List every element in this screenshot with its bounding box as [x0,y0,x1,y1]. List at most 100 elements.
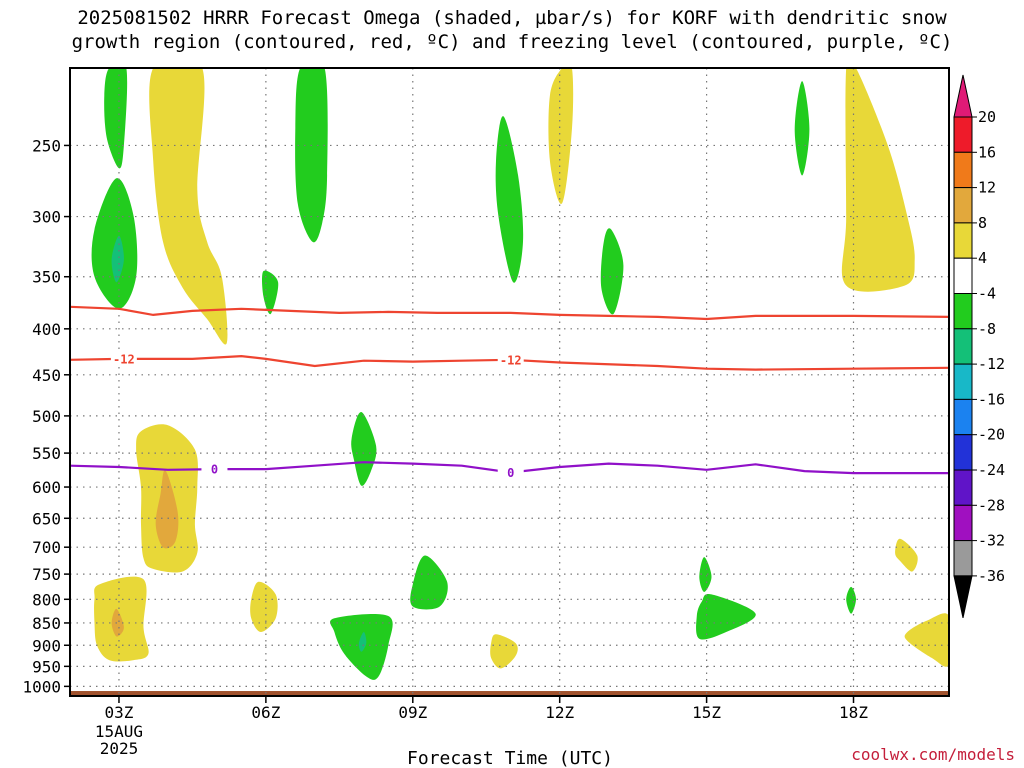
y-tick-label-500: 500 [32,407,61,426]
y-tick-label-450: 450 [32,366,61,385]
y-tick-label-350: 350 [32,268,61,287]
colorbar-swatch-3 [953,222,973,259]
x-tick-label-06Z: 06Z [251,703,280,722]
y-tick-label-600: 600 [32,478,61,497]
y-tick-label-400: 400 [32,320,61,339]
x-axis-label: Forecast Time (UTC) [407,748,613,768]
y-tick-label-800: 800 [32,590,61,609]
omega-region-7 [895,538,918,572]
colorbar-label-4: 4 [978,249,987,267]
colorbar-label-10: -24 [978,461,1005,479]
colorbar-label-1: 16 [978,143,996,161]
colorbar-swatch-6 [953,328,973,365]
y-tick-label-700: 700 [32,538,61,557]
chart-title: 2025081502 HRRR Forecast Omega (shaded, … [0,6,1024,54]
omega-region-15 [351,411,377,486]
omega-region-24 [111,235,124,283]
colorbar-label-7: -12 [978,355,1005,373]
omega-region-20 [699,557,712,592]
omega-region-1 [548,68,574,204]
y-tick-label-550: 550 [32,444,61,463]
y-tick-label-1000: 1000 [22,677,61,696]
colorbar: 20 16 12 8 4 -4 -8 -12 -16 -20 -24 -28 -32 -36 [953,74,1005,619]
omega-region-18 [495,116,524,283]
colorbar-swatch-7 [953,363,973,400]
y-tick-label-300: 300 [32,208,61,227]
colorbar-top-arrow [953,74,973,118]
colorbar-label-8: -16 [978,390,1005,408]
title-line-2: growth region (contoured, red, ºC) and f… [71,31,953,53]
colorbar-label-9: -20 [978,426,1005,444]
colorbar-swatch-10 [953,469,973,506]
x-tick-sublabel-1: 2025 [100,739,139,758]
omega-region-11 [104,68,128,169]
colorbar-swatch-9 [953,434,973,471]
contour-label-bg--12-1 [497,352,524,367]
contour-label-0-0: 0 [211,463,218,477]
y-tick-label-950: 950 [32,657,61,676]
ground-bar [70,691,949,696]
colorbar-swatch-2 [953,187,973,224]
omega-region-25 [358,632,367,652]
y-tick-label-650: 650 [32,509,61,528]
colorbar-label-6: -8 [978,320,996,338]
omega-region-2 [841,68,915,292]
contour--12 [70,354,949,371]
omega-region-10 [111,608,124,637]
colorbar-label-13: -36 [978,567,1005,585]
shaded-regions [91,68,949,680]
colorbar-swatch-8 [953,398,973,436]
contour-label--12-1: -12 [500,353,522,367]
colorbar-bottom-arrow [953,575,973,619]
colorbar-label-5: -4 [978,285,996,303]
x-tick-sublabel-0: 15AUG [95,722,143,741]
x-tick-label-12Z: 12Z [545,703,574,722]
colorbar-swatch-5 [953,293,973,330]
omega-region-12 [91,178,138,309]
contour-label-0-1: 0 [507,466,514,480]
contour-label-bg-0-0 [201,462,228,477]
y-tick-label-250: 250 [32,136,61,155]
colorbar-label-3: 8 [978,214,987,232]
colorbar-label-11: -28 [978,496,1005,514]
x-tick-label-15Z: 15Z [692,703,721,722]
credit-text: coolwx.com/models [851,745,1015,764]
y-tick-label-850: 850 [32,614,61,633]
x-tick-label-03Z: 03Z [105,703,134,722]
plot-frame [69,67,950,697]
contour--8 [70,305,949,321]
contour-label--12-0: -12 [113,352,135,366]
colorbar-swatch-0 [953,116,973,153]
omega-region-23 [846,586,856,614]
grid-lines [70,68,949,696]
y-tick-label-750: 750 [32,565,61,584]
x-tick-label-09Z: 09Z [398,703,427,722]
omega-region-22 [794,81,810,176]
omega-region-9 [155,470,179,549]
omega-region-19 [600,228,624,315]
y-tick-label-900: 900 [32,636,61,655]
omega-region-8 [904,613,949,667]
contour-lines: -12 -12 0 0 [70,305,949,480]
omega-region-5 [250,581,278,632]
colorbar-swatch-11 [953,504,973,542]
y-axis-ticks: 250 300 350 400 450 500 550 600 650 700 750 800 850 9… [22,136,70,696]
colorbar-label-12: -32 [978,532,1005,550]
contour-label-bg--12-0 [110,351,137,366]
colorbar-swatch-12 [953,540,973,577]
ground-rect [70,691,949,696]
omega-region-14 [262,270,279,315]
omega-region-21 [696,593,756,640]
colorbar-swatch-1 [953,151,973,189]
x-tick-label-18Z: 18Z [839,703,868,722]
title-line-1: 2025081502 HRRR Forecast Omega (shaded, … [77,7,947,29]
omega-region-13 [295,68,328,243]
contour-label-bg-0-1 [497,465,524,480]
colorbar-swatch-4 [953,257,973,295]
omega-region-6 [490,634,518,669]
colorbar-label-0: 20 [978,108,996,126]
colorbar-label-2: 12 [978,179,996,197]
omega-region-16 [410,555,448,610]
